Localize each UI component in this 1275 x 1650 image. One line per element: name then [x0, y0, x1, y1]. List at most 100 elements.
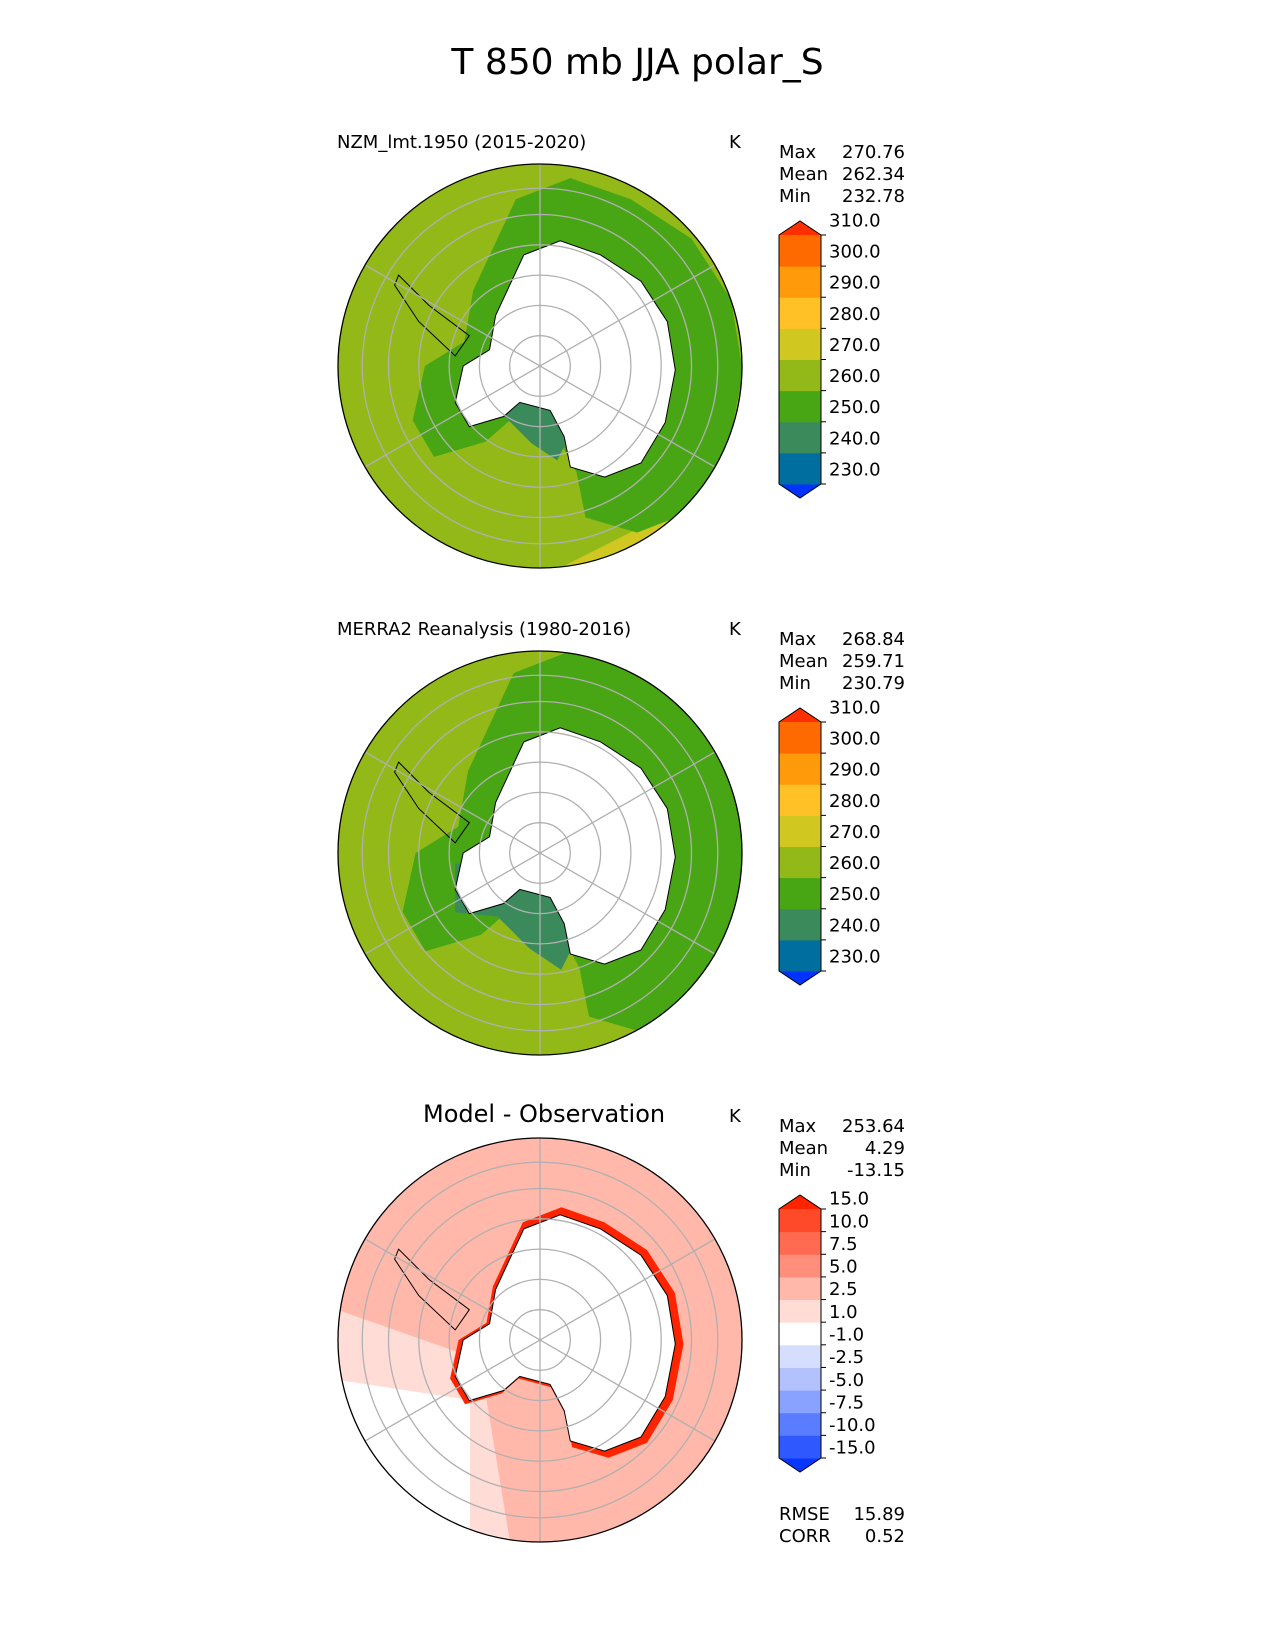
map-frame — [337, 650, 743, 1056]
colorbar-segment — [779, 1209, 821, 1233]
colorbar-tick-label: 250.0 — [829, 884, 881, 905]
colorbar-extend-high — [779, 1195, 821, 1209]
colorbar-tick-label: 15.0 — [829, 1189, 869, 1210]
panel-3-stat-mean: Mean 4.29 — [779, 1138, 905, 1159]
panel-3-title: Model - Observation — [423, 1100, 666, 1128]
panel-1-colorbar: 230.0 240.0 250.0 260.0 270.0 280.0 290.0 300.0… — [778, 210, 881, 499]
peninsula-coastline — [394, 274, 470, 357]
colorbar-segment — [779, 753, 821, 785]
map-frame — [337, 1137, 743, 1543]
colorbar-tick-label: 230.0 — [829, 459, 881, 480]
colorbar-tick-label: 2.5 — [829, 1279, 858, 1300]
colorbar-tick-label: 300.0 — [829, 242, 881, 263]
meridian-line — [364, 751, 716, 955]
colorbar-segment — [779, 784, 821, 816]
figure-title: T 850 mb JJA polar_S — [451, 42, 824, 83]
colorbar-segment — [779, 1412, 821, 1436]
colorbar-tick-label: 1.0 — [829, 1302, 858, 1323]
panel-1-units: K — [729, 132, 741, 153]
colorbar-tick-label: 260.0 — [829, 853, 881, 874]
colorbar-segment — [779, 877, 821, 910]
graticule — [361, 651, 719, 1055]
peninsula-coastline — [394, 1248, 470, 1331]
colorbar-tick-label: 10.0 — [829, 1211, 869, 1232]
colorbar-segment — [779, 908, 821, 941]
colorbar-segment — [779, 266, 821, 298]
colorbar-segment — [779, 1276, 821, 1301]
panel-3-metrics: RMSE 15.89 CORR 0.52 — [779, 1504, 905, 1548]
colorbar-segment — [779, 846, 821, 879]
graticule — [361, 164, 719, 568]
panel-1-title: NZM_lmt.1950 (2015-2020) — [337, 132, 587, 153]
colorbar-segment — [779, 1390, 821, 1414]
panel-3-colorbar: -15.0-10.0-7.5-5.0-2.5-1.01.02.55.07.510… — [778, 1189, 876, 1473]
colorbar-segment — [779, 722, 821, 754]
panel-1-map — [337, 163, 743, 569]
colorbar-tick-label: 250.0 — [829, 397, 881, 418]
colorbar-segment — [779, 1254, 821, 1278]
colorbar-segment — [779, 1344, 821, 1368]
panel-1-stat-max: Max 270.76 — [779, 142, 905, 163]
panel-3-stats: Max 253.64 Mean 4.29 Min -13.15 — [779, 1116, 905, 1182]
field-southwest-sector — [338, 1380, 470, 1542]
colorbar-tick-label: 270.0 — [829, 335, 881, 356]
colorbar-tick-label: 270.0 — [829, 822, 881, 843]
panel-3-stat-max: Max 253.64 — [779, 1116, 905, 1137]
colorbar-tick-label: 310.0 — [829, 697, 881, 718]
panel-1-field — [338, 164, 742, 568]
colorbar-tick-label: -1.0 — [829, 1325, 864, 1346]
colorbar-tick-label: 310.0 — [829, 210, 881, 231]
colorbar-extend-high — [779, 221, 821, 235]
colorbar-segment — [779, 815, 821, 847]
colorbar-segment — [779, 1231, 821, 1255]
colorbar-extend-low — [779, 1458, 821, 1472]
antarctica-landmask — [455, 727, 676, 965]
colorbar-tick-label: 5.0 — [829, 1257, 858, 1278]
colorbar-tick-label: -10.0 — [829, 1415, 876, 1436]
panel-2-stat-max: Max 268.84 — [779, 629, 905, 650]
colorbar-segment — [779, 1367, 821, 1391]
colorbar-tick-label: 290.0 — [829, 273, 881, 294]
panel-3-map — [337, 1137, 743, 1543]
antarctica-landmask — [455, 1214, 676, 1452]
graticule — [361, 1138, 719, 1542]
panel-3-stat-min: Min -13.15 — [779, 1160, 905, 1181]
colorbar-tick-label: 7.5 — [829, 1234, 858, 1255]
colorbar-segment — [779, 235, 821, 267]
colorbar-tick-label: 280.0 — [829, 791, 881, 812]
colorbar-tick-label: -2.5 — [829, 1347, 864, 1368]
panel-3-metric-rmse: RMSE 15.89 — [779, 1504, 905, 1525]
antarctica-landmask — [455, 240, 676, 478]
colorbar-segment — [779, 421, 821, 454]
panel-2-field — [338, 651, 742, 1055]
colorbar-extend-low — [779, 971, 821, 985]
panel-2-stat-min: Min 230.79 — [779, 673, 905, 694]
colorbar-tick-label: -5.0 — [829, 1370, 864, 1391]
panel-2-colorbar: 230.0 240.0 250.0 260.0 270.0 280.0 290.0 300.0… — [778, 697, 881, 986]
meridian-line — [364, 264, 716, 468]
colorbar-extend-low — [779, 484, 821, 498]
colorbar-extend-high — [779, 708, 821, 722]
colorbar-segment — [779, 390, 821, 423]
colorbar-tick-label: 280.0 — [829, 304, 881, 325]
panel-1-stats: Max 270.76 Mean 262.34 Min 232.78 — [779, 142, 905, 208]
colorbar-segment — [779, 1299, 821, 1323]
colorbar-segment — [779, 1435, 821, 1459]
peninsula-coastline — [394, 761, 470, 844]
colorbar-tick-label: 240.0 — [829, 428, 881, 449]
colorbar-segment — [779, 328, 821, 360]
colorbar-tick-label: 240.0 — [829, 915, 881, 936]
panel-2-title: MERRA2 Reanalysis (1980-2016) — [337, 619, 632, 640]
panel-1-stat-mean: Mean 262.34 — [779, 164, 905, 185]
map-frame — [337, 163, 743, 569]
colorbar-segment — [779, 297, 821, 329]
panel-2-units: K — [729, 619, 741, 640]
colorbar-tick-label: -7.5 — [829, 1392, 864, 1413]
colorbar-tick-label: 260.0 — [829, 366, 881, 387]
meridian-line — [364, 1238, 716, 1442]
panel-2-stats: Max 268.84 Mean 259.71 Min 230.79 — [779, 629, 905, 695]
colorbar-tick-label: 300.0 — [829, 729, 881, 750]
panel-3-units: K — [729, 1106, 741, 1127]
colorbar-segment — [779, 939, 821, 972]
